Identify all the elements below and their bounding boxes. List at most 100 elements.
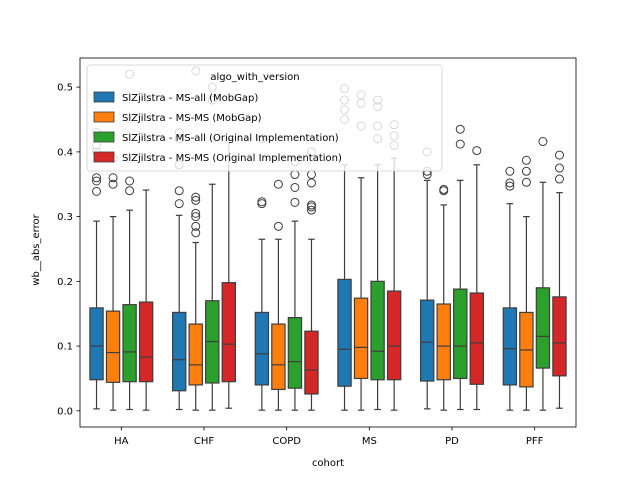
box-MS-series-0	[337, 83, 352, 411]
box-HA-series-1	[105, 153, 121, 411]
box-body	[304, 330, 319, 395]
x-tick-label-MS: MS	[362, 436, 377, 447]
outlier-point	[191, 192, 201, 202]
legend-swatch	[93, 91, 115, 103]
legend-swatch	[93, 151, 115, 163]
box-PD-series-0	[419, 147, 435, 410]
legend-item-0: SlZjilstra - MS-all (MobGap)	[93, 91, 258, 104]
outlier-point	[92, 176, 102, 186]
box-PFF-series-3	[552, 150, 567, 409]
x-axis-label: cohort	[312, 458, 344, 469]
outlier-point	[108, 179, 118, 189]
legend-box	[86, 64, 443, 172]
outlier-point	[174, 199, 184, 209]
box-PFF-series-1	[519, 155, 534, 411]
box-COPD-series-2	[287, 157, 303, 411]
outlier-point	[439, 184, 449, 194]
axes-frame	[79, 57, 577, 428]
box-body	[287, 316, 303, 389]
box-body	[89, 307, 104, 381]
legend-swatch	[93, 111, 115, 123]
outlier-point	[521, 155, 531, 165]
outlier-point	[191, 221, 201, 231]
outlier-point	[554, 174, 564, 184]
box-body	[419, 299, 435, 382]
box-body	[535, 287, 551, 369]
y-tick-label: 0.1	[57, 342, 73, 353]
box-body	[386, 290, 402, 381]
box-COPD-series-1	[271, 179, 286, 411]
y-axis-label: wb__abs_error	[31, 213, 42, 285]
y-tick-label: 0.5	[57, 83, 73, 94]
legend-label: SlZjilstra - MS-MS (MobGap)	[122, 113, 262, 124]
box-CHF-series-0	[171, 127, 187, 411]
legend-label: SlZjilstra - MS-all (Original Implementa…	[122, 133, 339, 144]
axes: 0.0 0.1 0.2 0.3 0.4 0.5 HA CHF COPD MS PD PFF	[57, 57, 577, 447]
outlier-point	[505, 166, 515, 176]
box-COPD-series-0	[254, 134, 270, 411]
x-tick-label-CHF: CHF	[194, 436, 215, 447]
box-body	[221, 282, 237, 383]
legend-label: SlZjilstra - MS-all (MobGap)	[122, 93, 258, 104]
box-MS-series-2	[370, 95, 385, 411]
legend-title: algo_with_version	[210, 72, 299, 83]
outlier-point	[92, 186, 102, 196]
outlier-point	[273, 179, 283, 189]
x-tick-label-PFF: PFF	[526, 436, 544, 447]
outlier-point	[521, 166, 531, 176]
box-body	[105, 310, 121, 383]
outlier-point	[257, 199, 267, 209]
box-body	[552, 296, 567, 377]
box-CHF-series-2	[205, 82, 220, 411]
outlier-point	[125, 176, 135, 186]
outlier-point	[191, 212, 201, 222]
legend-item-1: SlZjilstra - MS-MS (MobGap)	[93, 111, 262, 124]
outlier-point	[273, 221, 283, 231]
box-HA-series-2	[122, 69, 137, 411]
y-tick-label: 0.2	[57, 277, 73, 288]
x-tick-label-COPD: COPD	[272, 436, 301, 447]
x-tick-label-HA: HA	[114, 436, 129, 447]
legend-swatch	[93, 131, 115, 143]
outlier-point	[290, 182, 300, 192]
box-PD-series-3	[469, 146, 485, 411]
box-CHF-series-1	[188, 66, 203, 411]
outlier-point	[554, 163, 564, 173]
outlier-point	[191, 228, 201, 238]
box-CHF-series-3	[221, 138, 237, 409]
box-body	[188, 323, 203, 386]
box-body	[436, 303, 451, 381]
y-tick-label: 0.0	[57, 406, 73, 417]
outlier-point	[257, 197, 267, 207]
box-body	[370, 280, 385, 381]
box-body	[138, 301, 154, 383]
outlier-point	[92, 173, 102, 183]
outlier-point	[125, 186, 135, 196]
box-body	[271, 323, 286, 391]
y-tick-label: 0.3	[57, 212, 73, 223]
outlier-point	[306, 205, 316, 215]
outlier-point	[455, 139, 465, 149]
outlier-point	[191, 208, 201, 218]
box-PD-series-2	[453, 124, 468, 411]
legend-item-3: SlZjilstra - MS-MS (Original Implementat…	[93, 151, 342, 164]
outlier-point	[455, 124, 465, 134]
box-PD-series-1	[436, 184, 451, 411]
legend-label: SlZjilstra - MS-MS (Original Implementat…	[122, 153, 342, 164]
legend: algo_with_version SlZjilstra - MS-all (Mo…	[86, 64, 443, 172]
outlier-point	[191, 195, 201, 205]
plot-area	[89, 66, 567, 411]
outlier-point	[108, 173, 118, 183]
outlier-point	[306, 178, 316, 188]
box-body	[171, 311, 187, 392]
outlier-point	[505, 178, 515, 188]
outlier-point	[290, 170, 300, 180]
outlier-point	[306, 170, 316, 180]
outlier-point	[290, 197, 300, 207]
box-PFF-series-2	[535, 137, 551, 411]
box-body	[469, 292, 485, 385]
box-PFF-series-0	[502, 166, 518, 411]
y-tick-label: 0.4	[57, 147, 73, 158]
outlier-point	[538, 137, 548, 147]
